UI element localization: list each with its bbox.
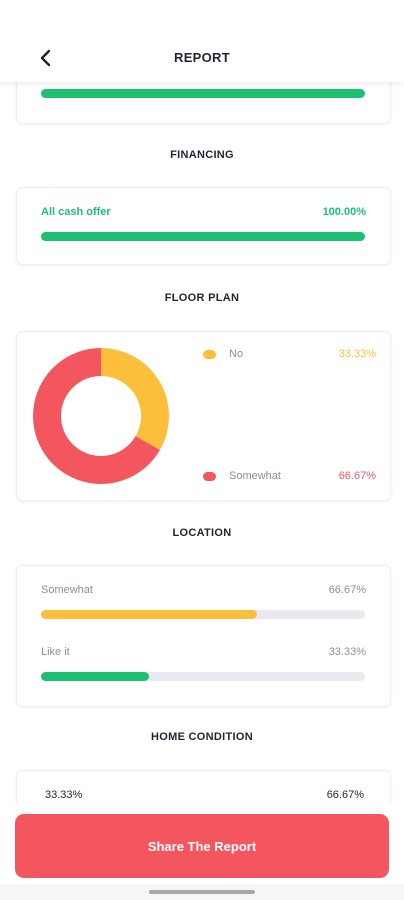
- home-condition-right-value: 66.67%: [326, 789, 364, 801]
- location-row-value: 66.67%: [328, 584, 366, 596]
- section-title-home-condition: HOME CONDITION: [151, 731, 253, 743]
- donut-slice-no: [101, 348, 169, 450]
- chevron-left-icon: [40, 49, 51, 67]
- share-report-button[interactable]: Share The Report: [15, 814, 389, 878]
- financing-card: All cash offer 100.00%: [16, 187, 391, 265]
- header-bar: REPORT: [0, 0, 404, 82]
- progress-fill: [41, 89, 365, 98]
- donut-chart: [33, 348, 169, 484]
- legend-dot-somewhat: [203, 472, 216, 481]
- legend-value-no: 33.33%: [338, 348, 376, 360]
- financing-fill: [41, 232, 365, 241]
- location-row-label: Somewhat: [41, 584, 93, 596]
- legend-label-no: No: [229, 348, 244, 360]
- home-condition-left-value: 33.33%: [45, 789, 83, 801]
- location-fill: [41, 610, 257, 619]
- location-track: [41, 672, 365, 681]
- floor-plan-card: No 33.33% Somewhat 66.67%: [16, 331, 391, 501]
- section-title-floor-plan: FLOOR PLAN: [164, 292, 240, 304]
- location-fill: [41, 672, 149, 681]
- back-button[interactable]: [34, 46, 56, 70]
- legend-dot-no: [203, 350, 216, 359]
- section-title-location: LOCATION: [172, 527, 232, 539]
- legend-label-somewhat: Somewhat: [229, 470, 281, 482]
- location-row-value: 33.33%: [328, 646, 366, 658]
- progress-track: [41, 89, 365, 98]
- location-card: Somewhat 66.67% Like it 33.33%: [16, 565, 391, 707]
- location-track: [41, 610, 365, 619]
- legend-value-somewhat: 66.67%: [338, 470, 376, 482]
- financing-label: All cash offer: [41, 206, 111, 218]
- financing-value: 100.00%: [322, 206, 366, 218]
- financing-track: [41, 232, 365, 241]
- donut-slice-somewhat: [33, 348, 160, 484]
- section-title-financing: FINANCING: [170, 149, 234, 161]
- location-row-label: Like it: [41, 646, 70, 658]
- page-title: REPORT: [174, 50, 230, 65]
- home-indicator[interactable]: [149, 890, 255, 894]
